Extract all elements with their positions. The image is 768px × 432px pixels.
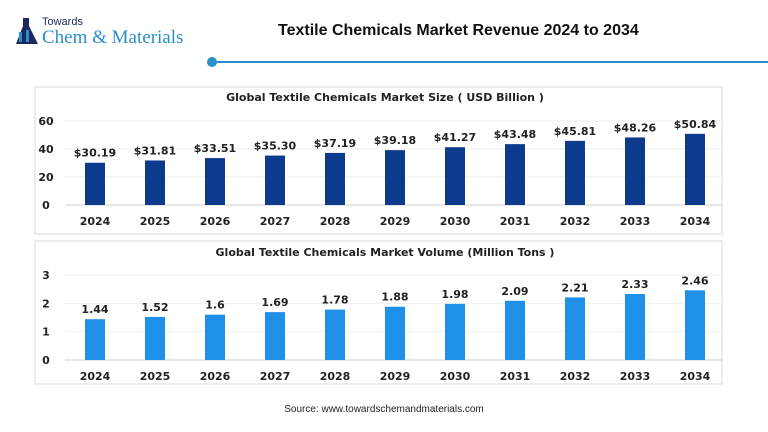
x-tick-label: 2032: [560, 215, 591, 228]
bar: [205, 158, 225, 205]
data-label: $39.18: [374, 134, 416, 147]
logo-top-text: Towards: [42, 16, 83, 28]
data-label: $45.81: [554, 125, 596, 138]
x-tick-label: 2032: [560, 370, 591, 383]
bar: [205, 314, 225, 360]
bar: [385, 306, 405, 360]
y-tick-label: 0: [42, 354, 50, 367]
bar: [625, 137, 645, 205]
data-label: 1.78: [321, 294, 348, 307]
data-label: $37.19: [314, 137, 356, 150]
bar: [625, 293, 645, 360]
bar: [145, 160, 165, 205]
y-tick-label: 2: [42, 297, 50, 310]
data-label: 1.88: [381, 291, 408, 304]
bar: [565, 140, 585, 205]
data-label: $31.81: [134, 144, 176, 157]
bar: [265, 312, 285, 360]
data-label: 1.98: [441, 288, 468, 301]
data-label: 1.69: [261, 296, 288, 309]
bar: [565, 297, 585, 360]
source-text: Source: www.towardschemandmaterials.com: [284, 404, 484, 415]
data-label: $30.19: [74, 147, 116, 160]
bar: [445, 147, 465, 205]
chart-title: Global Textile Chemicals Market Volume (…: [216, 246, 555, 259]
data-label: 2.46: [681, 274, 708, 287]
x-tick-label: 2025: [140, 370, 171, 383]
chart-title: Global Textile Chemicals Market Size ( U…: [226, 91, 544, 104]
x-tick-label: 2033: [620, 370, 651, 383]
y-tick-label: 40: [38, 143, 54, 156]
y-tick-label: 20: [38, 171, 54, 184]
data-label: 1.6: [205, 299, 225, 312]
x-tick-label: 2033: [620, 215, 651, 228]
x-tick-label: 2026: [200, 215, 231, 228]
x-tick-label: 2034: [680, 370, 711, 383]
bar: [265, 155, 285, 205]
bar: [505, 300, 525, 360]
title-rule: [212, 61, 768, 63]
chart-panel: [34, 86, 723, 235]
bar: [385, 150, 405, 205]
bar: [505, 144, 525, 205]
x-tick-label: 2031: [500, 215, 531, 228]
x-tick-label: 2027: [260, 370, 291, 383]
data-label: 1.52: [141, 301, 168, 314]
bar: [685, 133, 705, 205]
x-tick-label: 2026: [200, 370, 231, 383]
logo-main-text: Chem & Materials: [42, 27, 184, 48]
data-label: $48.26: [614, 121, 657, 134]
y-tick-label: 1: [42, 326, 50, 339]
data-label: $41.27: [434, 131, 476, 144]
data-label: $35.30: [254, 140, 297, 153]
x-tick-label: 2029: [380, 215, 411, 228]
x-tick-label: 2024: [80, 215, 111, 228]
data-label: 1.44: [81, 303, 108, 316]
page-title: Textile Chemicals Market Revenue 2024 to…: [278, 22, 639, 39]
bar: [685, 290, 705, 360]
chart-panel: [34, 240, 723, 385]
bar: [325, 152, 345, 205]
x-tick-label: 2030: [440, 215, 471, 228]
y-tick-label: 3: [42, 269, 50, 282]
x-tick-label: 2027: [260, 215, 291, 228]
data-label: 2.21: [561, 281, 588, 294]
bar: [85, 319, 105, 360]
x-tick-label: 2024: [80, 370, 111, 383]
x-tick-label: 2025: [140, 215, 171, 228]
data-label: $50.84: [674, 118, 717, 131]
bar: [445, 303, 465, 360]
data-label: $33.51: [194, 142, 236, 155]
x-tick-label: 2031: [500, 370, 531, 383]
x-tick-label: 2028: [320, 370, 351, 383]
data-label: $43.48: [494, 128, 536, 141]
x-tick-label: 2030: [440, 370, 471, 383]
bar: [325, 309, 345, 360]
data-label: 2.09: [501, 285, 528, 298]
x-tick-label: 2034: [680, 215, 711, 228]
y-tick-label: 60: [38, 115, 54, 128]
bar: [145, 316, 165, 360]
data-label: 2.33: [621, 278, 648, 291]
y-tick-label: 0: [42, 199, 50, 212]
bar: [85, 162, 105, 205]
flask-icon: [16, 18, 38, 44]
x-tick-label: 2028: [320, 215, 351, 228]
x-tick-label: 2029: [380, 370, 411, 383]
